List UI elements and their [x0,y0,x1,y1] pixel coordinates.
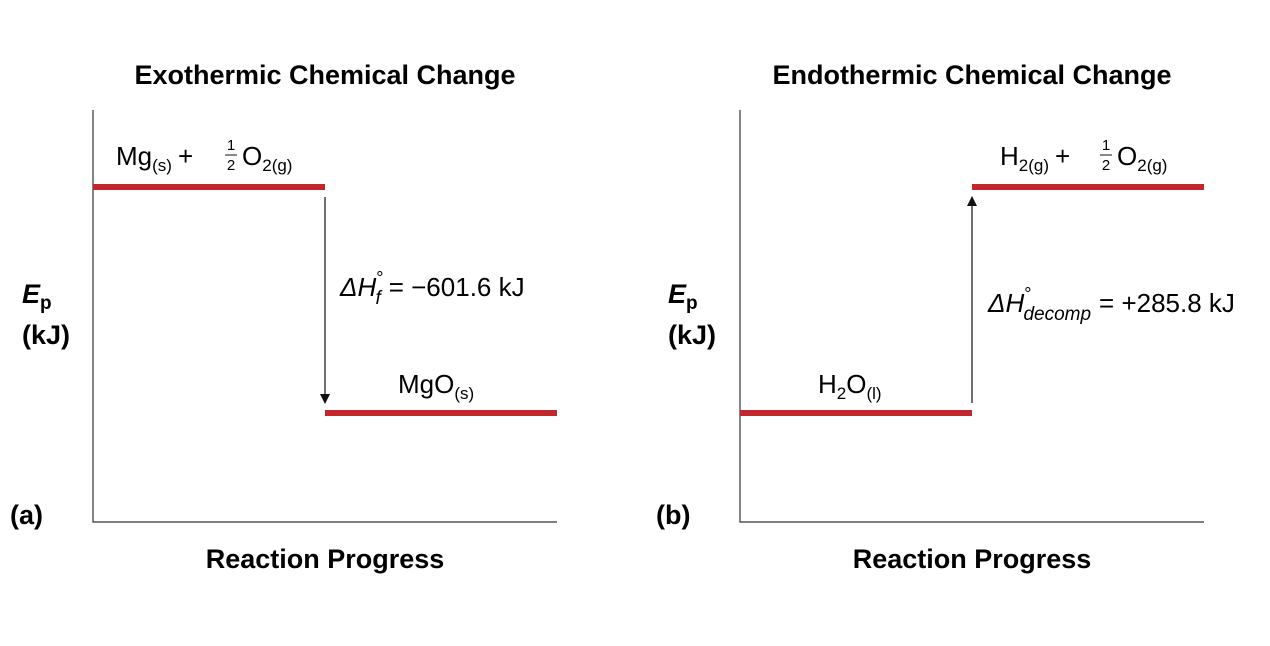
svg-text:O2(g): O2(g) [1117,141,1167,175]
svg-text:O2(g): O2(g) [242,141,292,175]
svg-text:(kJ): (kJ) [22,320,70,350]
panel-a-x-axis-label: Reaction Progress [206,544,445,574]
panel-b-y-axis-label: Ep (kJ) [668,279,716,350]
panel-b-title: Endothermic Chemical Change [772,60,1171,90]
fraction-denominator: 2 [227,157,235,174]
fraction-denominator: 2 [1102,157,1110,174]
panel-b-axes [739,110,1204,523]
svg-text:ΔH°decomp= +285.8 kJ: ΔH° decomp = +285.8 kJ [987,284,1235,325]
panel-a-reactants-label: Mg(s) + 1 2 O2(g) [116,137,292,175]
panel-a-product-label: MgO(s) [398,369,474,403]
svg-text:Mg(s)+: Mg(s) + [116,141,193,175]
panel-b-delta-label: ΔH° decomp = +285.8 kJ [987,284,1235,325]
fraction-numerator: 1 [227,137,235,154]
panel-b-letter: (b) [656,500,690,530]
panel-a-y-axis-label: Ep (kJ) [22,279,70,350]
panel-b-products-label: H2(g) + 1 2 O2(g) [1000,137,1167,175]
svg-text:(kJ): (kJ) [668,320,716,350]
panel-b: Endothermic Chemical Change H2(g) + 1 2 O… [656,60,1235,574]
svg-text:ΔH°f= −601.6 kJ: ΔH° f = −601.6 kJ [339,268,525,309]
svg-text:Ep: Ep [22,279,52,314]
panel-b-x-axis-label: Reaction Progress [853,544,1092,574]
panel-a-delta-label: ΔH° f = −601.6 kJ [339,268,525,309]
fraction-numerator: 1 [1102,137,1110,154]
svg-text:Ep: Ep [668,279,698,314]
panel-a-title: Exothermic Chemical Change [134,60,515,90]
panel-b-reactant-label: H2O(l) [818,369,882,403]
svg-text:H2(g)+: H2(g) + [1000,141,1070,175]
panel-a-axes [92,110,557,523]
panel-a-letter: (a) [10,500,43,530]
panel-a: Exothermic Chemical Change Mg(s) + 1 2 O2… [10,60,557,574]
